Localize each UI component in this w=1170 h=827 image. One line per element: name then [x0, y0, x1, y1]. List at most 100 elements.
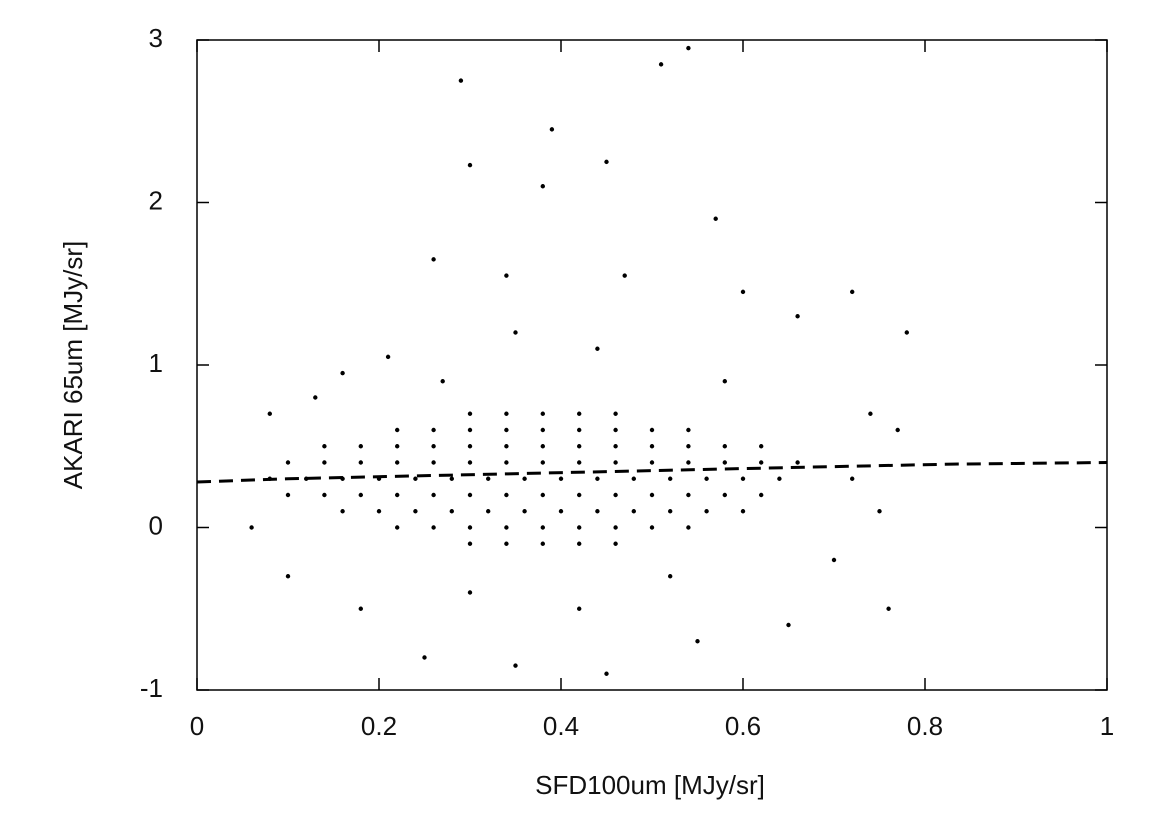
scatter-point — [522, 476, 527, 481]
scatter-point — [449, 509, 454, 514]
scatter-point — [522, 509, 527, 514]
scatter-point — [395, 525, 400, 530]
scatter-point — [649, 444, 655, 449]
scatter-point — [613, 411, 618, 416]
scatter-point — [886, 606, 891, 611]
scatter-point — [431, 460, 436, 465]
fit-line — [196, 461, 1108, 484]
scatter-point — [740, 289, 746, 295]
scatter-point — [759, 492, 764, 498]
scatter-point — [358, 492, 363, 498]
scatter-point — [577, 541, 582, 546]
scatter-point — [740, 476, 746, 481]
scatter-point — [358, 606, 363, 611]
scatter-point — [595, 509, 600, 514]
scatter-point — [395, 427, 400, 433]
scatter-point — [431, 444, 436, 449]
scatter-point — [322, 460, 327, 465]
scatter-point — [540, 492, 545, 498]
scatter-point — [431, 492, 436, 498]
x-tick-label: 1 — [1100, 711, 1114, 741]
scatter-point — [722, 460, 727, 465]
scatter-point — [440, 379, 445, 384]
scatter-point — [795, 460, 800, 465]
scatter-point — [686, 460, 691, 465]
scatter-point — [622, 273, 627, 278]
scatter-point — [540, 460, 545, 465]
x-tick-label: 0.2 — [361, 711, 397, 741]
scatter-point — [759, 444, 764, 449]
scatter-point — [686, 444, 691, 449]
scatter-point — [504, 273, 509, 278]
scatter-point — [322, 492, 327, 498]
scatter-point — [540, 444, 545, 449]
scatter-point — [631, 509, 636, 514]
x-tick-label: 0.4 — [543, 711, 579, 741]
scatter-point — [577, 606, 582, 611]
scatter-point — [704, 509, 709, 514]
scatter-point — [577, 492, 582, 498]
scatter-point — [504, 460, 509, 465]
scatter-point — [467, 444, 473, 449]
scatter-point — [649, 427, 655, 433]
scatter-point — [686, 492, 691, 498]
scatter-point — [285, 574, 291, 579]
scatter-point — [877, 509, 882, 514]
scatter-point — [649, 460, 655, 465]
scatter-point — [431, 427, 436, 433]
scatter-point — [604, 159, 609, 165]
scatter-point — [467, 427, 473, 433]
scatter-point — [313, 395, 318, 400]
scatter-point — [695, 639, 700, 644]
scatter-point — [577, 460, 582, 465]
scatter-point — [267, 411, 272, 416]
scatter-point — [413, 476, 418, 481]
scatter-point — [467, 525, 473, 530]
y-tick-label: 2 — [149, 185, 163, 215]
scatter-point — [613, 525, 618, 530]
scatter-point — [504, 492, 509, 498]
scatter-point — [649, 492, 655, 498]
scatter-point — [722, 492, 727, 498]
scatter-point — [613, 444, 618, 449]
scatter-point — [540, 541, 545, 546]
scatter-point — [467, 541, 473, 546]
scatter-point — [686, 525, 691, 530]
scatter-point — [613, 541, 618, 546]
scatter-point — [413, 509, 418, 514]
scatter-point — [613, 460, 618, 465]
scatter-point — [395, 444, 400, 449]
scatter-point — [540, 427, 545, 433]
scatter-point — [540, 411, 545, 416]
scatter-point — [577, 411, 582, 416]
x-tick-label: 0 — [190, 711, 204, 741]
scatter-point — [577, 444, 582, 449]
scatter-point — [759, 460, 764, 465]
scatter-point — [513, 663, 518, 668]
scatter-point — [467, 411, 473, 416]
y-tick-label: 3 — [149, 23, 163, 53]
scatter-point — [467, 460, 473, 465]
scatter-point — [467, 492, 473, 498]
scatter-point — [795, 314, 800, 319]
scatter-point — [395, 492, 400, 498]
scatter-point — [340, 370, 345, 376]
scatter-point — [395, 460, 400, 465]
y-tick-label: 1 — [149, 348, 163, 378]
scatter-point — [604, 671, 609, 676]
scatter-point — [513, 330, 518, 335]
scatter-point — [385, 354, 391, 360]
scatter-point — [431, 525, 436, 530]
scatter-point — [467, 590, 473, 595]
scatter-point — [486, 509, 491, 514]
scatter-point — [467, 162, 473, 168]
scatter-point — [577, 427, 582, 433]
scatter-point — [540, 184, 545, 189]
scatter-point — [686, 45, 691, 51]
scatter-point — [850, 289, 855, 295]
scatter-point — [504, 444, 509, 449]
scatter-point — [558, 509, 564, 514]
scatter-point — [850, 476, 855, 481]
scatter-point — [577, 525, 582, 530]
scatter-point — [668, 476, 673, 481]
